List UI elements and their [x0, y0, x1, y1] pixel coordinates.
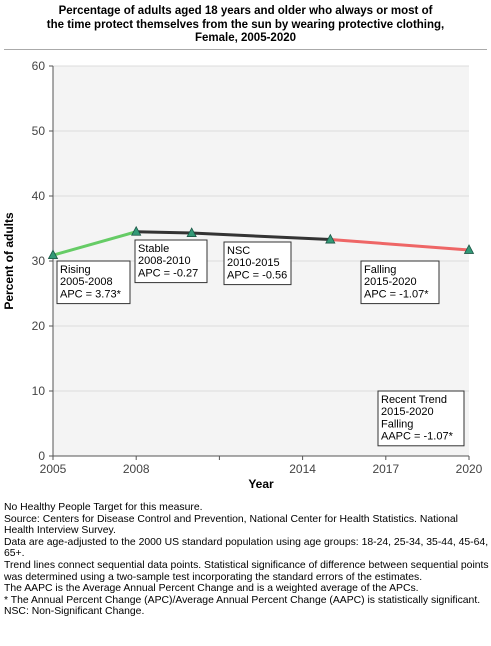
chart-title-line-3: Female, 2005-2020: [194, 32, 297, 44]
data-point-marker: [186, 227, 197, 237]
x-axis-title: Year: [248, 477, 274, 491]
x-tick-label: 2017: [372, 462, 399, 476]
y-tick-label: 20: [32, 319, 46, 333]
annotation-box: [377, 390, 465, 447]
footnote-nsc: NSC: Non-Significant Change.: [4, 606, 145, 618]
trend-segment-falling: [328, 238, 471, 252]
annotation-box: [56, 260, 131, 305]
annotation-text: Recent Trend: [381, 394, 447, 406]
data-point-marker: [131, 225, 142, 236]
chart-title-line-2: the time protect themselves from the sun…: [46, 18, 445, 31]
y-tick-label: 30: [32, 254, 46, 268]
annotation-text: Falling: [381, 418, 413, 430]
data-point-marker: [325, 233, 336, 244]
footnote-trend-lines: Trend lines connect sequential data poin…: [4, 559, 489, 583]
trend-segment-stable: [134, 230, 194, 235]
chart-title-line-1: Percentage of adults aged 18 years and o…: [58, 5, 433, 17]
footnote-age-adjustment: Data are age-adjusted to the 2000 US sta…: [4, 536, 489, 560]
annotation-text: Rising: [60, 264, 91, 276]
annotation-text: 2005-2008: [60, 276, 113, 288]
footnotes: No Healthy People Target for this measur…: [4, 502, 490, 618]
annotation-box: [223, 241, 292, 286]
annotation-text: 2008-2010: [138, 255, 191, 267]
annotation-box: [360, 260, 440, 305]
data-point-marker: [47, 249, 59, 260]
x-tick-label: 2008: [123, 462, 150, 476]
annotation-text: APC = -1.07*: [364, 288, 429, 300]
annotation-text: NSC: [227, 245, 250, 257]
annotation-box: [134, 239, 208, 284]
y-tick-label: 0: [38, 449, 45, 463]
annotation-text: APC = -0.56: [227, 269, 287, 281]
y-axis-title: Percent of adults: [2, 212, 16, 310]
footnote-aapc-definition: The AAPC is the Average Annual Percent C…: [4, 583, 419, 595]
x-tick-label: 2020: [456, 462, 483, 476]
x-tick-label: 2005: [40, 462, 67, 476]
y-tick-label: 40: [32, 189, 46, 203]
data-point-marker: [463, 244, 475, 254]
annotation-text: APC = -0.27: [138, 267, 198, 279]
footnote-target: No Healthy People Target for this measur…: [4, 502, 203, 513]
title-divider: [4, 49, 487, 50]
annotation-text: Stable: [138, 243, 169, 255]
y-tick-label: 10: [32, 384, 46, 398]
annotation-text: 2015-2020: [381, 406, 434, 418]
x-tick-label: 2014: [289, 462, 316, 476]
chart-title: Percentage of adults aged 18 years and o…: [10, 5, 481, 46]
trend-segment-rising: [51, 230, 138, 257]
y-tick-label: 60: [32, 59, 46, 73]
footnote-significance: * The Annual Percent Change (APC)/Averag…: [4, 594, 481, 606]
line-chart: 0 10 20 30 40 50 60 2005 2008 2014 2017 2020 Year Per…: [2, 59, 483, 491]
annotation-text: Falling: [364, 264, 396, 276]
annotation-text: AAPC = -1.07*: [381, 431, 454, 443]
annotation-text: 2010-2015: [227, 257, 280, 269]
y-tick-label: 50: [32, 124, 46, 138]
annotation-text: APC = 3.73*: [60, 288, 122, 300]
annotation-text: 2015-2020: [364, 276, 417, 288]
trend-segment-stable: [190, 231, 332, 242]
footnote-source: Source: Centers for Disease Control and …: [4, 513, 458, 537]
